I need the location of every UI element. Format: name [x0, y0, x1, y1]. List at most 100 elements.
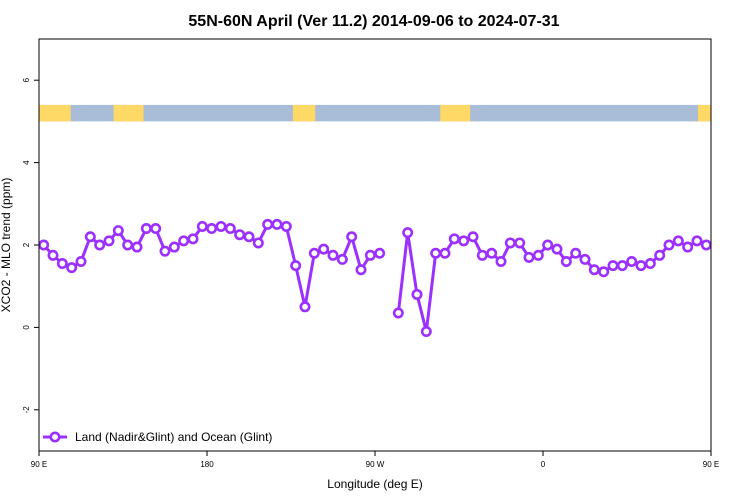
data-point: [467, 231, 479, 243]
data-point: [663, 239, 675, 251]
data-point: [411, 288, 423, 300]
data-point: [700, 239, 711, 251]
x-tick-label: 90 E: [31, 460, 47, 469]
data-point: [374, 247, 386, 259]
data-point: [103, 235, 115, 247]
data-point: [280, 220, 292, 232]
data-point: [327, 249, 339, 261]
data-point: [112, 225, 124, 237]
data-point: [252, 237, 264, 249]
data-point: [542, 239, 554, 251]
data-point: [178, 235, 190, 247]
data-point: [66, 262, 78, 274]
data-point: [579, 253, 591, 265]
data-point: [644, 258, 656, 270]
legend-entry: Land (Nadir&Glint) and Ocean (Glint): [75, 430, 272, 444]
data-point: [616, 260, 628, 272]
data-point: [504, 237, 516, 249]
data-point: [532, 249, 544, 261]
x-tick-label: 90 E: [703, 460, 719, 469]
data-point: [75, 255, 87, 267]
data-point: [355, 264, 367, 276]
data-point: [448, 233, 460, 245]
y-tick-label: 6: [22, 77, 31, 82]
data-point: [336, 253, 348, 265]
y-axis: -2 0 2 4 6: [22, 77, 39, 413]
data-point: [346, 231, 358, 243]
data-point: [299, 301, 311, 313]
data-point: [243, 231, 255, 243]
data-point: [150, 223, 162, 235]
land-ocean-strip: [39, 104, 711, 122]
data-point: [159, 245, 171, 257]
y-tick-label: 4: [22, 160, 31, 165]
data-point: [131, 241, 143, 253]
data-point: [224, 223, 236, 235]
data-point: [290, 260, 302, 272]
x-tick-label: 0: [541, 460, 546, 469]
y-tick-label: 2: [22, 242, 31, 247]
legend-marker: [49, 431, 61, 443]
strip-land: [440, 104, 471, 122]
data-point: [392, 307, 404, 319]
data-point: [308, 247, 320, 259]
series-layer: [39, 218, 711, 338]
data-point: [262, 218, 274, 230]
data-point: [47, 249, 59, 261]
data-point: [551, 243, 563, 255]
data-point: [691, 235, 703, 247]
data-point: [495, 255, 507, 267]
data-point: [56, 258, 68, 270]
data-point: [234, 229, 246, 241]
y-axis-label: XCO2 - MLO trend (ppm): [0, 178, 13, 313]
x-tick-label: 180: [200, 460, 214, 469]
x-axis-label: Longitude (deg E): [327, 477, 422, 491]
data-point: [364, 249, 376, 261]
strip-ocean: [39, 104, 711, 122]
y-tick-label: -2: [22, 406, 31, 414]
data-point: [588, 264, 600, 276]
data-point: [94, 239, 106, 251]
data-point: [570, 247, 582, 259]
chart-title: 55N-60N April (Ver 11.2) 2014-09-06 to 2…: [188, 13, 559, 30]
data-point: [187, 233, 199, 245]
data-point: [672, 235, 684, 247]
data-point: [430, 247, 442, 259]
data-point: [140, 223, 152, 235]
series-group: [39, 218, 711, 338]
data-point: [486, 247, 498, 259]
data-point: [598, 266, 610, 278]
data-point: [476, 249, 488, 261]
data-point: [84, 231, 96, 243]
strip-land: [292, 104, 316, 122]
data-point: [420, 326, 432, 338]
x-axis: 90 E 180 90 W 0 90 E: [31, 451, 719, 469]
legend: Land (Nadir&Glint) and Ocean (Glint): [43, 430, 272, 444]
data-point: [39, 239, 50, 251]
data-point: [318, 243, 330, 255]
data-point: [168, 241, 180, 253]
data-point: [402, 227, 414, 239]
data-point: [206, 223, 218, 235]
y-tick-label: 0: [22, 325, 31, 330]
data-point: [635, 260, 647, 272]
strip-land: [113, 104, 144, 122]
data-point: [682, 241, 694, 253]
data-point: [654, 249, 666, 261]
data-point: [523, 251, 535, 263]
data-point: [458, 235, 470, 247]
data-point: [626, 255, 638, 267]
data-point: [215, 220, 227, 232]
data-point: [196, 220, 208, 232]
data-point: [514, 237, 526, 249]
x-tick-label: 90 W: [366, 460, 385, 469]
data-point: [439, 247, 451, 259]
strip-land: [697, 104, 711, 122]
data-point: [122, 239, 134, 251]
data-point: [607, 260, 619, 272]
strip-land: [39, 104, 71, 122]
data-point: [560, 255, 572, 267]
data-point: [271, 218, 283, 230]
